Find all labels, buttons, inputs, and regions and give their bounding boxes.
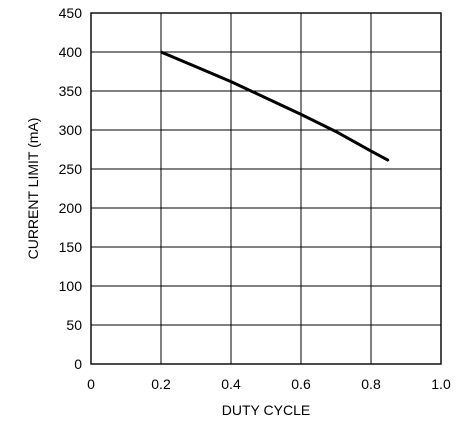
data-point <box>335 130 337 133</box>
x-tick-label: 0 <box>87 376 95 392</box>
x-tick-label: 0.8 <box>361 376 381 392</box>
series-layer <box>160 50 390 162</box>
y-tick-label: 400 <box>59 44 83 60</box>
x-tick-label: 1.0 <box>431 376 451 392</box>
y-tick-label: 350 <box>59 83 83 99</box>
data-point <box>300 113 302 116</box>
data-point <box>370 150 372 152</box>
y-tick-label: 250 <box>59 161 83 177</box>
x-tick-labels: 0 0.2 0.4 0.6 0.8 1.0 <box>87 376 451 392</box>
y-tick-label: 200 <box>59 200 83 216</box>
y-tick-label: 300 <box>59 122 83 138</box>
y-tick-label: 0 <box>74 356 82 372</box>
plot-frame <box>90 12 442 365</box>
data-point <box>160 51 162 53</box>
y-axis-label: CURRENT LIMIT (mA) <box>25 118 41 260</box>
x-axis-label: DUTY CYCLE <box>222 402 310 418</box>
x-tick-label: 0.6 <box>291 376 311 392</box>
series-line-0 <box>160 50 390 162</box>
y-tick-label: 100 <box>59 278 83 294</box>
x-tick-label: 0.4 <box>221 376 241 392</box>
data-point <box>195 66 197 68</box>
grid <box>90 12 442 365</box>
y-tick-label: 150 <box>59 239 83 255</box>
data-point <box>265 97 267 99</box>
x-tick-label: 0.2 <box>151 376 171 392</box>
y-tick-label: 50 <box>66 317 82 333</box>
data-point <box>387 159 390 162</box>
y-tick-labels: 0 50 100 150 200 250 300 350 400 450 <box>59 5 83 372</box>
data-point <box>230 80 232 83</box>
y-tick-label: 450 <box>59 5 83 21</box>
